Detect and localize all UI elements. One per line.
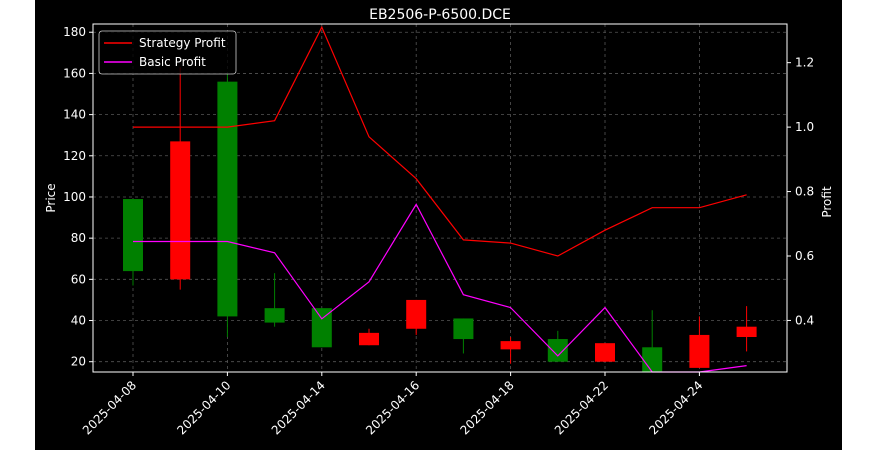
y-tick-label-left: 140 [63,108,86,122]
y-tick-label-left: 160 [63,66,86,80]
chart-title: EB2506-P-6500.DCE [369,7,511,23]
y-tick-label-right: 1.2 [795,56,814,70]
y-tick-label-right: 0.6 [795,249,814,263]
legend-label-basic-profit: Basic Profit [139,55,206,69]
y-axis-label-right: Profit [820,186,834,218]
y-tick-label-left: 120 [63,149,86,163]
candle-body [547,339,568,362]
y-tick-label-right: 1.0 [795,120,814,134]
y-tick-label-left: 180 [63,25,86,39]
figure-background [35,0,842,450]
candle-body [311,308,332,348]
candle-body [736,326,757,337]
basic-profit-line [133,203,747,373]
legend-label-strategy-profit: Strategy Profit [139,36,226,50]
y-axis-label-left: Price [44,183,58,212]
candle-body [595,343,615,362]
y-tick-label-left: 60 [71,272,86,286]
line-layer [133,25,747,373]
candle-body [453,318,474,340]
y-tick-label-left: 80 [71,231,86,245]
candle-body [359,332,379,346]
candle-body [500,341,521,350]
legend-box [98,30,237,75]
plot-frame [92,23,788,373]
y-tick-label-left: 20 [71,355,86,369]
candle-body [264,308,285,323]
candle-body [170,141,191,280]
strategy-profit-line [133,25,747,257]
candle-body [217,81,238,317]
legend: Strategy Profit Basic Profit [98,30,237,75]
y-tick-label-right: 0.4 [795,313,814,327]
candle-layer [123,67,757,372]
y-tick-label-right: 0.8 [795,185,814,199]
y-tick-label-left: 40 [71,314,86,328]
candle-body [642,347,663,372]
candle-body [123,199,143,272]
y-tick-label-left: 100 [63,190,86,204]
candle-body [689,334,710,368]
candle-body [406,299,427,329]
